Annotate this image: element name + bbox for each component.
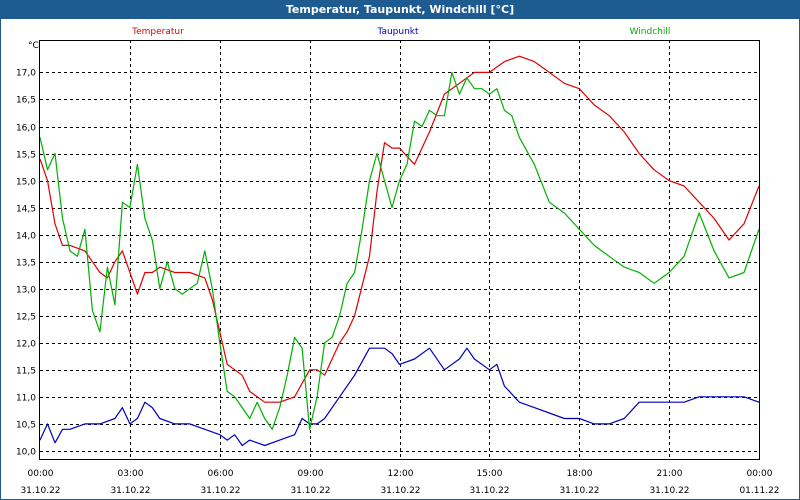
y-tick-label: 15,0 — [16, 178, 36, 188]
y-tick-label: 15,5 — [16, 151, 36, 161]
x-tick-date: 31.10.22 — [380, 486, 420, 496]
x-tick-time: 12:00 — [388, 469, 414, 479]
x-tick-date: 31.10.22 — [649, 486, 689, 496]
series-line-taupunkt — [39, 347, 760, 447]
legend: Temperatur Taupunkt Windchill — [131, 27, 670, 37]
x-tick-time: 09:00 — [298, 469, 324, 479]
y-tick-label: 11,0 — [16, 394, 36, 404]
legend-taupunkt: Taupunkt — [376, 27, 419, 37]
plot-border — [39, 40, 760, 460]
x-tick-date: 31.10.22 — [200, 486, 240, 496]
y-tick-label: 17,0 — [16, 69, 36, 79]
y-tick-label: 14,0 — [16, 232, 36, 242]
series-line-temperatur — [39, 55, 760, 403]
y-tick-label: 16,5 — [16, 96, 36, 106]
x-tick-time: 06:00 — [208, 469, 234, 479]
y-tick-label: 11,5 — [16, 367, 36, 377]
x-tick-date: 01.11.22 — [739, 486, 779, 496]
x-tick-time: 18:00 — [567, 469, 593, 479]
legend-windchill: Windchill — [630, 27, 671, 37]
series-lines — [39, 55, 760, 447]
y-axis: °C 10,0 10,5 11,0 11,5 12,0 12,5 13,0 13,5 14,0 1… — [16, 41, 39, 458]
y-tick-label: 16,0 — [16, 124, 36, 134]
x-tick-time: 00:00 — [747, 469, 773, 479]
x-tick-time: 03:00 — [118, 469, 144, 479]
y-tick-label: 10,5 — [16, 421, 36, 431]
y-axis-unit: °C — [28, 41, 39, 51]
x-tick-date: 31.10.22 — [559, 486, 599, 496]
series-line-windchill — [39, 71, 760, 430]
x-axis: 00:00 31.10.22 03:00 31.10.22 06:00 31.10.22 0… — [20, 469, 779, 496]
x-tick-date: 31.10.22 — [290, 486, 330, 496]
grid — [40, 40, 759, 459]
y-tick-label: 14,5 — [16, 205, 36, 215]
window-title: Temperatur, Taupunkt, Windchill [°C] — [1, 1, 799, 19]
y-tick-label: 13,0 — [16, 286, 36, 296]
x-tick-date: 31.10.22 — [20, 486, 60, 496]
y-tick-label: 13,5 — [16, 259, 36, 269]
x-tick-date: 31.10.22 — [469, 486, 509, 496]
x-tick-time: 00:00 — [28, 469, 54, 479]
x-tick-time: 21:00 — [657, 469, 683, 479]
legend-temperatur: Temperatur — [131, 27, 184, 37]
y-tick-label: 12,5 — [16, 313, 36, 323]
y-tick-label: 10,0 — [16, 448, 36, 458]
x-tick-time: 15:00 — [477, 469, 503, 479]
y-tick-label: 12,0 — [16, 340, 36, 350]
x-tick-date: 31.10.22 — [110, 486, 150, 496]
